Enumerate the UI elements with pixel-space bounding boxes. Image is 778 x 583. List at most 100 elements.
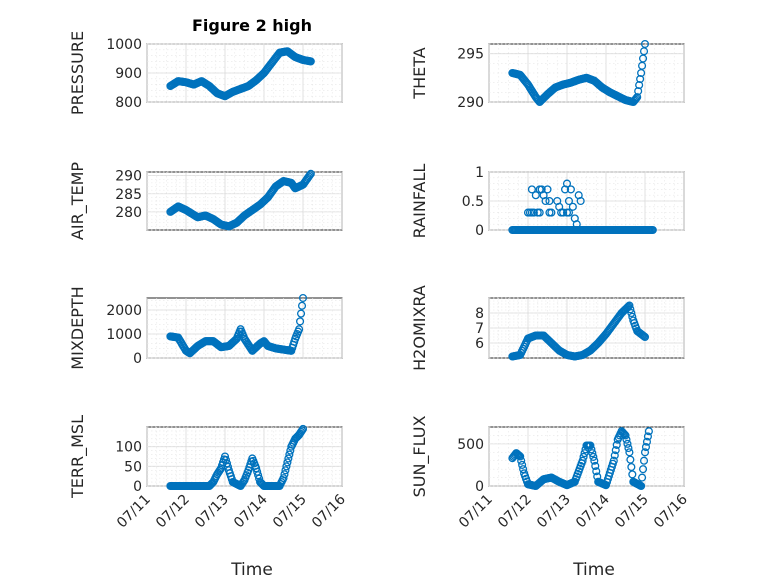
subplot-h2omixra: 678 H2OMIXRA: [410, 285, 685, 371]
data-point: [279, 474, 288, 483]
y-tick-label: 2000: [106, 303, 142, 319]
y-tick-label: 6: [475, 336, 484, 352]
y-tick-label: 280: [115, 205, 142, 221]
data-point: [568, 202, 577, 211]
x-tick-label: 07/13: [192, 492, 232, 532]
data-point: [638, 465, 648, 474]
data-point: [306, 169, 315, 178]
data-point: [648, 225, 657, 235]
y-tick-label: 285: [115, 187, 142, 203]
data-point: [576, 196, 585, 206]
data-point: [589, 452, 598, 461]
data-point: [634, 87, 643, 96]
data-point: [282, 462, 291, 471]
data-point: [624, 444, 633, 453]
subplot-pressure: 800 900 1000 PRESSURE: [68, 31, 343, 115]
data-point: [578, 456, 587, 465]
data-point: [295, 325, 304, 334]
subplot-mixdepth: 0 1000 2000 MIXDEPTH: [68, 286, 343, 370]
y-tick-label: 800: [115, 95, 142, 111]
data-point: [519, 465, 528, 474]
data-point: [559, 208, 568, 217]
subplot-rainfall: 0 0.5 1 RAINFALL: [410, 164, 685, 239]
data-point: [562, 179, 572, 188]
figure-title: Figure 2 high: [192, 16, 312, 35]
x-tick-label: 07/14: [231, 491, 271, 531]
subplot-theta: 290 295 THETA: [410, 39, 685, 111]
data-point: [527, 185, 536, 194]
data-point: [592, 467, 601, 476]
data-point: [564, 196, 573, 206]
data-point: [531, 191, 540, 200]
y-axis-label: RAINFALL: [410, 164, 429, 239]
data-point: [296, 309, 306, 318]
data-point: [572, 220, 581, 229]
data-point: [619, 429, 628, 438]
y-tick-label: 900: [115, 66, 142, 82]
data-point: [283, 458, 292, 467]
data-point: [631, 95, 640, 104]
x-axis-label-left: Time: [230, 560, 273, 580]
data-point: [591, 461, 600, 471]
data-point: [579, 452, 588, 461]
y-tick-label: 0: [133, 351, 142, 367]
y-tick-label: 50: [124, 459, 142, 475]
y-tick-label: 0: [475, 223, 484, 239]
data-point: [627, 308, 636, 318]
data-point: [518, 460, 527, 469]
y-axis-label: SUN_FLUX: [410, 416, 430, 498]
x-tick-label: 07/12: [495, 492, 535, 532]
data-point: [529, 208, 538, 217]
y-axis-label: H2OMIXRA: [410, 285, 429, 371]
y-tick-label: 0: [475, 479, 484, 495]
data-point: [625, 301, 634, 310]
y-tick-label: 1000: [106, 327, 142, 343]
y-tick-label: 290: [457, 95, 484, 111]
data-point: [284, 454, 293, 463]
data-point: [298, 424, 308, 434]
x-tick-label: 07/15: [612, 492, 652, 532]
data-point: [623, 439, 632, 448]
x-tick-label: 07/14: [573, 491, 613, 531]
data-point: [636, 74, 645, 84]
data-point: [620, 430, 629, 439]
data-point: [535, 208, 544, 217]
data-point: [281, 466, 290, 475]
x-tick-label: 07/15: [270, 492, 310, 532]
data-point: [640, 332, 650, 342]
data-point: [640, 448, 650, 457]
data-point: [626, 305, 635, 314]
data-point: [580, 449, 589, 458]
data-point: [305, 171, 314, 180]
subplot-terr-msl: 0 50 100 07/11 07/12 07/13 07/14 07/15 07/16 TERR…: [68, 415, 349, 531]
data-point: [566, 185, 575, 194]
y-tick-label: 7: [475, 321, 484, 337]
subplot-sun-flux: 0 500 07/11 07/12 07/13 07/14 07/15 07/16 SUN_FL…: [410, 416, 691, 532]
y-axis-label: TERR_MSL: [68, 415, 88, 499]
data-point: [627, 462, 636, 472]
y-tick-label: 0: [133, 479, 142, 495]
y-tick-label: 1000: [106, 37, 142, 53]
data-point: [297, 301, 307, 310]
y-axis-label: AIR_TEMP: [68, 162, 88, 240]
y-axis-label: MIXDEPTH: [68, 286, 87, 369]
data-point: [545, 196, 554, 206]
data-point: [612, 440, 621, 449]
data-point: [632, 94, 641, 103]
data-point: [216, 465, 225, 474]
data-point: [611, 446, 620, 455]
data-point: [239, 477, 248, 486]
data-point: [622, 435, 631, 444]
data-point: [543, 185, 552, 194]
data-point: [517, 456, 526, 465]
y-tick-label: 0.5: [462, 194, 484, 210]
x-axis-label-right: Time: [572, 560, 615, 580]
data-point: [609, 456, 618, 465]
data-point: [297, 426, 307, 435]
data-point: [587, 445, 596, 454]
data-point: [541, 196, 550, 206]
data-point: [280, 470, 289, 479]
y-axis-label: THETA: [410, 47, 429, 99]
data-point: [586, 441, 595, 450]
